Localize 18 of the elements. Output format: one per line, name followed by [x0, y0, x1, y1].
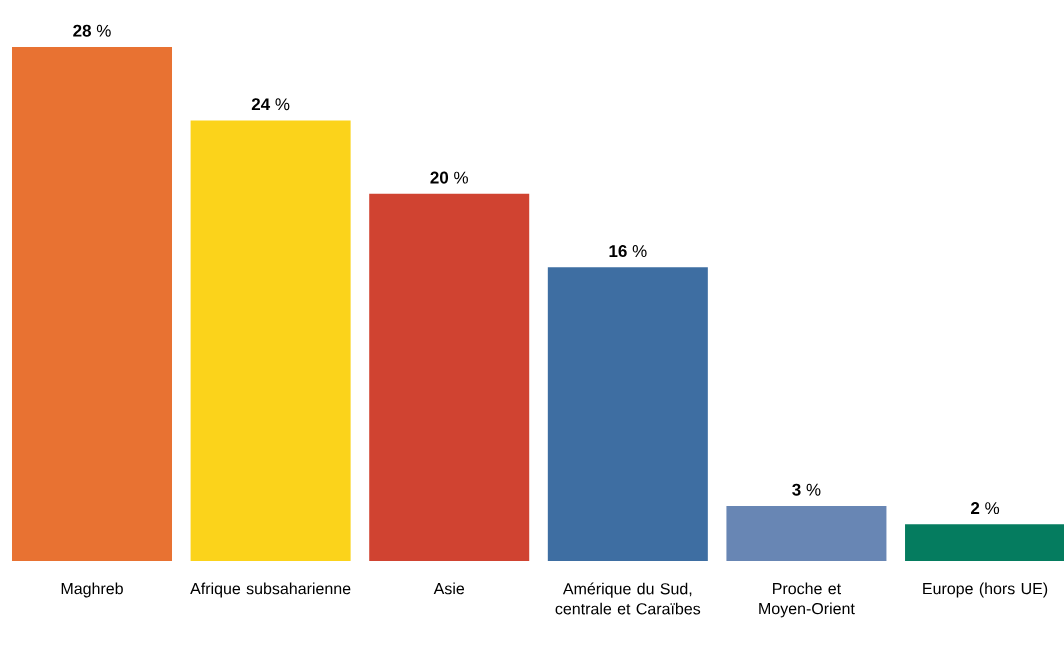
x-tick-label: Maghreb	[61, 582, 123, 598]
data-label: 16 %	[609, 245, 647, 258]
bar	[369, 193, 530, 561]
data-label: 3 %	[792, 483, 821, 496]
bar	[190, 120, 351, 561]
x-tick-label: Proche et Moyen-Orient	[759, 582, 855, 618]
bar	[905, 524, 1064, 561]
data-label: 28 %	[73, 24, 111, 37]
x-tick-label: Europe (hors UE)	[923, 582, 1048, 598]
bar	[11, 46, 173, 561]
bar	[547, 267, 708, 561]
bar	[726, 505, 887, 561]
x-tick-label: Afrique subsaharienne	[190, 582, 351, 598]
data-label: 2 %	[970, 502, 1000, 515]
x-tick-label: Asie	[433, 582, 465, 595]
x-tick-label: Amérique du Sud, centrale et Caraïbes	[555, 582, 701, 615]
data-label: 24 %	[251, 98, 290, 111]
data-label: 20 %	[430, 171, 468, 184]
